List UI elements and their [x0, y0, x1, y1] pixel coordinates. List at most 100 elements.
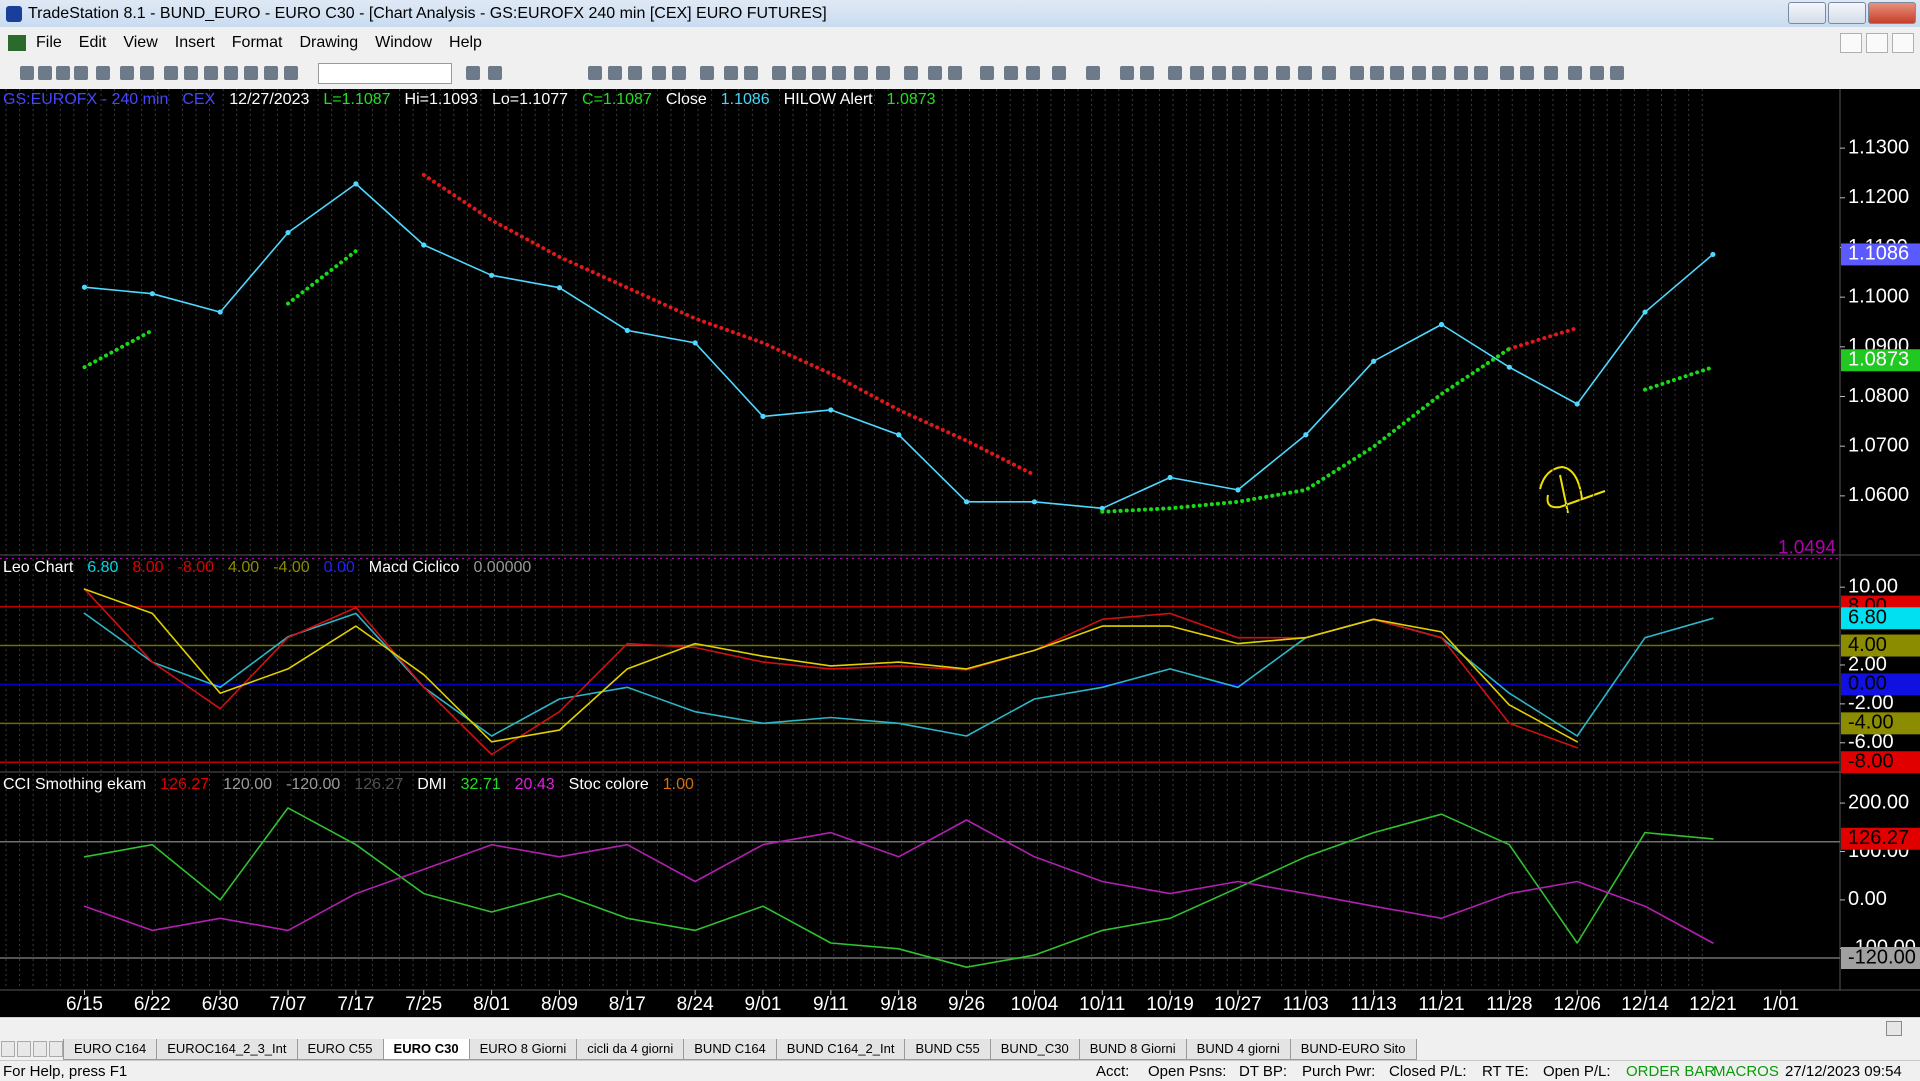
maximize-button[interactable]	[1828, 2, 1866, 24]
toolbar-button[interactable]	[1322, 66, 1336, 80]
toolbar-button[interactable]	[1350, 66, 1364, 80]
toolbar-button[interactable]	[1590, 66, 1604, 80]
toolbar-button[interactable]	[488, 66, 502, 80]
tab[interactable]: EURO C30	[382, 1039, 470, 1060]
tab[interactable]: BUND-EURO Sito	[1289, 1039, 1417, 1060]
mdi-minimize[interactable]	[1840, 33, 1862, 53]
series-line	[83, 183, 1714, 510]
toolbar-button[interactable]	[1370, 66, 1384, 80]
toolbar-button[interactable]	[184, 66, 198, 80]
toolbar-button[interactable]	[1086, 66, 1100, 80]
toolbar-button[interactable]	[164, 66, 178, 80]
tab[interactable]: EURO C55	[296, 1039, 384, 1060]
mdi-restore[interactable]	[1866, 33, 1888, 53]
toolbar-button[interactable]	[1432, 66, 1446, 80]
toolbar-button[interactable]	[96, 66, 110, 80]
toolbar-button[interactable]	[1190, 66, 1204, 80]
toolbar-button[interactable]	[38, 66, 52, 80]
header-text: Close	[665, 91, 707, 108]
toolbar-button[interactable]	[792, 66, 806, 80]
toolbar-button[interactable]	[1412, 66, 1426, 80]
toolbar-button[interactable]	[1544, 66, 1558, 80]
scrollbar[interactable]	[0, 1017, 1920, 1038]
toolbar-button[interactable]	[628, 66, 642, 80]
toolbar-button[interactable]	[74, 66, 88, 80]
toolbar-button[interactable]	[672, 66, 686, 80]
toolbar-button[interactable]	[608, 66, 622, 80]
toolbar-button[interactable]	[1168, 66, 1182, 80]
toolbar-button[interactable]	[772, 66, 786, 80]
menu-item[interactable]: Help	[449, 33, 482, 51]
toolbar-button[interactable]	[1520, 66, 1534, 80]
toolbar-button[interactable]	[904, 66, 918, 80]
toolbar-button[interactable]	[700, 66, 714, 80]
toolbar-button[interactable]	[1500, 66, 1514, 80]
value-box-label: -4.00	[1848, 712, 1894, 734]
scroll-thumb[interactable]	[1886, 1021, 1902, 1036]
toolbar-button[interactable]	[744, 66, 758, 80]
toolbar-button[interactable]	[948, 66, 962, 80]
menu-item[interactable]: Format	[231, 33, 283, 51]
toolbar-button[interactable]	[1004, 66, 1018, 80]
toolbar-button[interactable]	[812, 66, 826, 80]
toolbar-button[interactable]	[1254, 66, 1268, 80]
toolbar-button[interactable]	[652, 66, 666, 80]
toolbar-button[interactable]	[1052, 66, 1066, 80]
price-point	[1371, 358, 1377, 364]
tab[interactable]: BUND 4 giorni	[1185, 1039, 1291, 1060]
tab[interactable]: BUND 8 Giorni	[1078, 1039, 1187, 1060]
tab[interactable]: EURO C164	[63, 1039, 158, 1060]
toolbar-button[interactable]	[1610, 66, 1624, 80]
tab[interactable]: BUND C55	[904, 1039, 991, 1060]
toolbar-button[interactable]	[854, 66, 868, 80]
tab-nav[interactable]	[1, 1041, 15, 1057]
minimize-button[interactable]	[1788, 2, 1826, 24]
toolbar-button[interactable]	[1120, 66, 1134, 80]
toolbar-button[interactable]	[1390, 66, 1404, 80]
toolbar-button[interactable]	[466, 66, 480, 80]
menu-item[interactable]: Drawing	[299, 33, 359, 51]
tab[interactable]: cicli da 4 giorni	[576, 1039, 685, 1060]
toolbar-button[interactable]	[588, 66, 602, 80]
tab-nav[interactable]	[17, 1041, 31, 1057]
symbol-combo[interactable]	[318, 63, 452, 84]
toolbar-button[interactable]	[1026, 66, 1040, 80]
toolbar-button[interactable]	[1140, 66, 1154, 80]
menu-item[interactable]: Window	[375, 33, 433, 51]
tab[interactable]: BUND C164	[683, 1039, 777, 1060]
toolbar-button[interactable]	[876, 66, 890, 80]
toolbar-button[interactable]	[120, 66, 134, 80]
toolbar-button[interactable]	[832, 66, 846, 80]
toolbar-button[interactable]	[56, 66, 70, 80]
toolbar-button[interactable]	[224, 66, 238, 80]
toolbar-button[interactable]	[1276, 66, 1290, 80]
mdi-close[interactable]	[1892, 33, 1914, 53]
toolbar-button[interactable]	[204, 66, 218, 80]
menu-item[interactable]: Insert	[174, 33, 215, 51]
toolbar-button[interactable]	[980, 66, 994, 80]
menu-item[interactable]: File	[36, 33, 62, 51]
toolbar-button[interactable]	[244, 66, 258, 80]
menu-item[interactable]: Edit	[78, 33, 107, 51]
toolbar-button[interactable]	[264, 66, 278, 80]
x-tick-label: 12/06	[1553, 994, 1601, 1015]
toolbar-button[interactable]	[1212, 66, 1226, 80]
tab-nav[interactable]	[33, 1041, 47, 1057]
close-button[interactable]	[1868, 2, 1916, 24]
tab[interactable]: EURO 8 Giorni	[468, 1039, 578, 1060]
toolbar-button[interactable]	[928, 66, 942, 80]
tab[interactable]: EUROC164_2_3_Int	[156, 1039, 298, 1060]
toolbar-button[interactable]	[1232, 66, 1246, 80]
tab[interactable]: BUND_C30	[989, 1039, 1080, 1060]
toolbar-button[interactable]	[284, 66, 298, 80]
toolbar-button[interactable]	[20, 66, 34, 80]
tab[interactable]: BUND C164_2_Int	[775, 1039, 906, 1060]
toolbar-button[interactable]	[724, 66, 738, 80]
menu-item[interactable]: View	[123, 33, 158, 51]
toolbar-button[interactable]	[1298, 66, 1312, 80]
toolbar-button[interactable]	[140, 66, 154, 80]
toolbar-button[interactable]	[1454, 66, 1468, 80]
toolbar-button[interactable]	[1568, 66, 1582, 80]
toolbar-button[interactable]	[1474, 66, 1488, 80]
tab-nav[interactable]	[49, 1041, 63, 1057]
